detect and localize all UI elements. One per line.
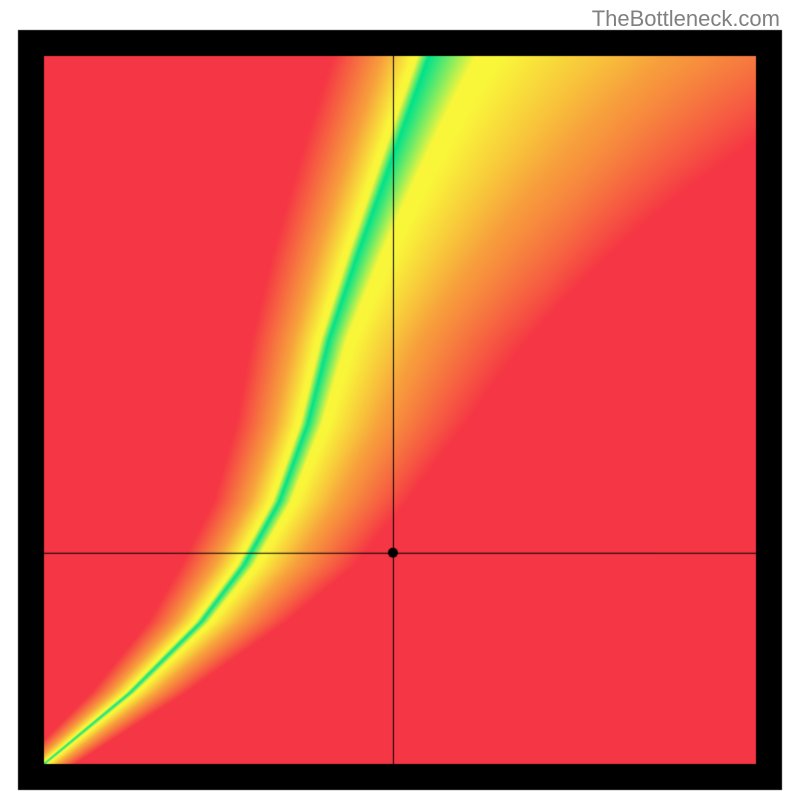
watermark-text: TheBottleneck.com <box>592 6 780 32</box>
bottleneck-heatmap <box>0 0 800 800</box>
